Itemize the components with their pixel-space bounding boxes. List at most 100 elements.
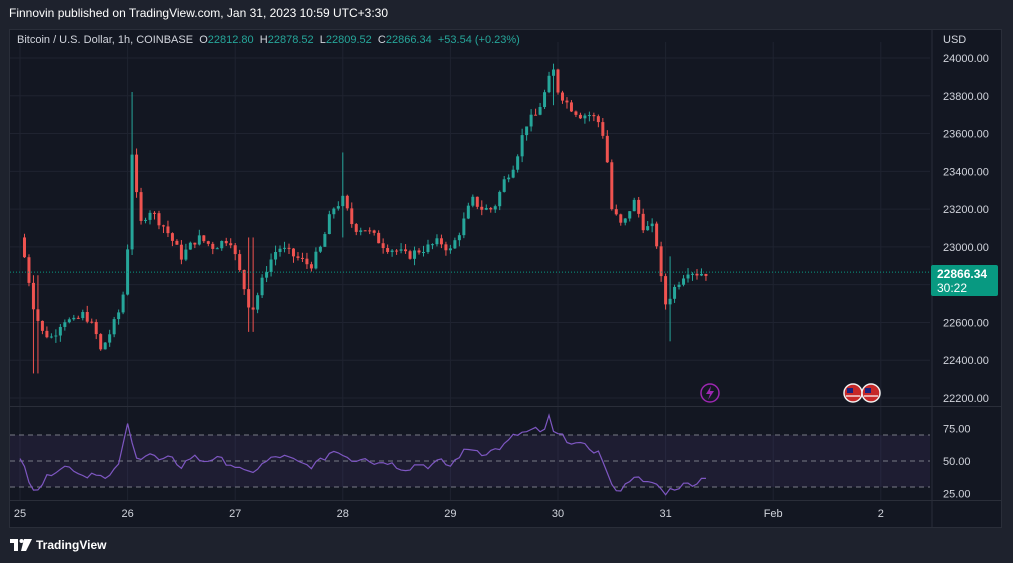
open-value: 22812.80	[207, 34, 254, 46]
candle-body	[197, 235, 201, 245]
candle-body	[386, 248, 390, 252]
symbol-label[interactable]: Bitcoin / U.S. Dollar, 1h, COINBASE	[17, 34, 194, 46]
last-price-tag: 22866.34 30:22	[931, 265, 998, 296]
candle-body	[238, 254, 242, 271]
candle-body	[444, 244, 448, 251]
candle-body	[574, 111, 578, 115]
price-tick-label: 24000.00	[943, 53, 989, 65]
currency-label[interactable]: USD	[943, 34, 967, 46]
candle-body	[704, 273, 708, 276]
chart-frame	[9, 29, 1002, 528]
candle-body	[641, 213, 645, 231]
candle-body	[153, 212, 156, 214]
candle-body	[287, 247, 291, 249]
candle-body	[256, 295, 260, 310]
us-flag-canton	[847, 388, 853, 393]
candle-body	[368, 230, 372, 232]
candle-body	[578, 114, 582, 119]
candle-body	[632, 199, 636, 212]
candle-body	[413, 250, 417, 259]
candle-body	[399, 249, 403, 251]
candle-body	[121, 294, 125, 313]
candle-body	[341, 195, 345, 207]
time-tick-label: 30	[552, 508, 564, 520]
candle-body	[695, 273, 699, 276]
candle-body	[251, 307, 255, 310]
candle-body	[305, 258, 309, 265]
candle-body	[72, 317, 76, 320]
candle-body	[179, 244, 183, 260]
candle-body	[27, 257, 31, 283]
events-icons	[700, 383, 881, 403]
candle-body	[417, 250, 421, 253]
close-value: 22866.34	[385, 34, 432, 46]
candle-body	[300, 257, 304, 259]
candle-body	[269, 259, 273, 272]
candle-body	[327, 214, 331, 235]
candle-body	[471, 196, 475, 206]
price-tick-label: 23000.00	[943, 242, 989, 254]
close-label: C	[377, 34, 386, 46]
candle-body	[166, 226, 170, 234]
candle-body	[49, 336, 53, 338]
candle-body	[130, 154, 134, 250]
candle-body	[547, 75, 551, 93]
candle-body	[552, 69, 556, 76]
candle-body	[193, 242, 197, 245]
candle-body	[139, 192, 143, 221]
candle-body	[511, 169, 515, 178]
rsi-pane	[10, 413, 930, 496]
price-tick-label: 23200.00	[943, 204, 989, 216]
candle-body	[462, 218, 466, 236]
candle-body	[224, 240, 228, 244]
candle-body	[686, 274, 690, 279]
candle-body	[350, 208, 354, 225]
candle-body	[377, 232, 381, 244]
candle-body	[31, 282, 35, 310]
candle-body	[637, 199, 641, 214]
candle-body	[543, 92, 547, 108]
candle-body	[435, 238, 439, 245]
candle-body	[601, 122, 605, 136]
tradingview-logo[interactable]: TradingView	[10, 538, 106, 552]
bar-countdown: 30:22	[937, 281, 968, 295]
candle-body	[161, 225, 165, 227]
candle-body	[265, 271, 269, 278]
candle-body	[502, 179, 506, 192]
candle-body	[565, 100, 569, 103]
price-tick-label: 23800.00	[943, 91, 989, 103]
candle-body	[668, 298, 672, 305]
open-label: O	[199, 34, 208, 46]
candle-body	[260, 277, 264, 296]
candle-body	[614, 209, 618, 215]
candle-body	[628, 211, 632, 219]
price-tick-label: 23400.00	[943, 166, 989, 178]
candle-body	[560, 92, 564, 101]
candle-body	[54, 335, 58, 337]
high-label: H	[259, 34, 268, 46]
candle-body	[359, 230, 363, 232]
candle-body	[664, 276, 668, 305]
time-tick-label: 25	[14, 508, 26, 520]
candle-body	[646, 226, 650, 231]
candle-body	[592, 115, 596, 117]
candle-body	[484, 208, 488, 210]
candle-body	[596, 116, 600, 123]
ohlc-legend: Bitcoin / U.S. Dollar, 1h, COINBASE O228…	[17, 34, 520, 46]
candle-body	[605, 135, 609, 163]
candle-body	[453, 240, 457, 249]
candle-body	[90, 321, 94, 323]
candle-body	[381, 243, 385, 249]
candle-body	[170, 233, 174, 241]
candle-body	[354, 224, 358, 232]
candle-body	[659, 246, 663, 277]
candle-body	[318, 246, 322, 252]
lightning-icon[interactable]	[700, 383, 720, 403]
candle-body	[363, 230, 367, 232]
candle-body	[619, 214, 623, 223]
candle-body	[67, 319, 71, 323]
price-tick-label: 22400.00	[943, 355, 989, 367]
candle-body	[556, 69, 560, 93]
candle-body	[215, 248, 219, 250]
